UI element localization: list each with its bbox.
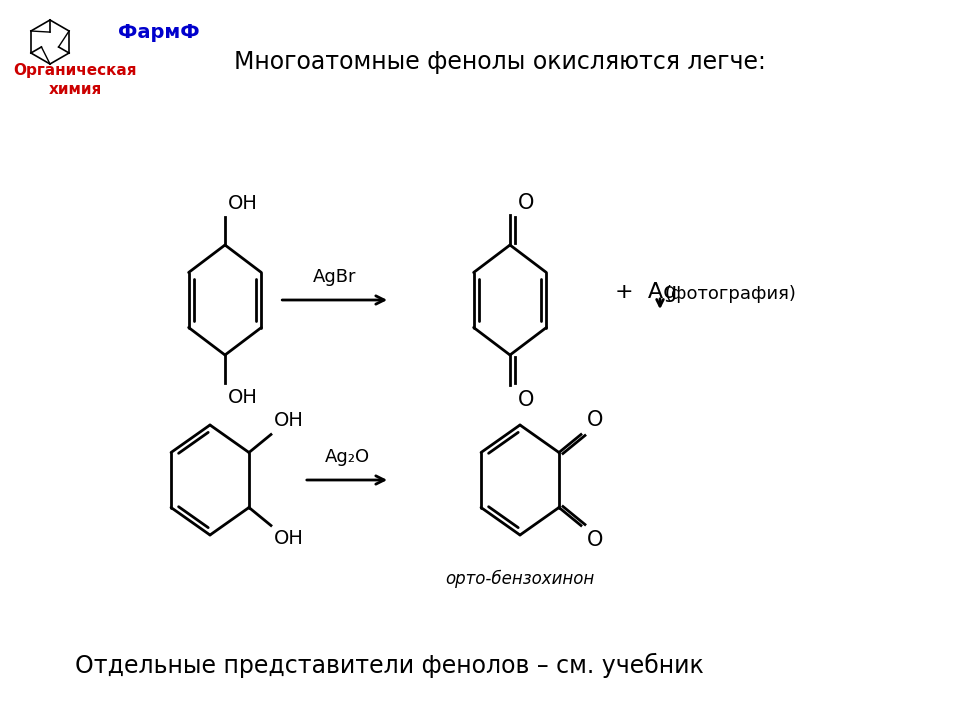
Text: OH: OH [228,194,258,213]
Text: OH: OH [228,388,258,407]
Text: O: O [587,529,603,549]
Text: орто-бензохинон: орто-бензохинон [445,570,594,588]
Text: Органическая: Органическая [13,63,136,78]
Text: OH: OH [274,412,304,431]
Text: O: O [587,410,603,431]
Text: Отдельные представители фенолов – см. учебник: Отдельные представители фенолов – см. уч… [75,652,704,678]
Text: химия: химия [48,83,102,97]
Text: Многоатомные фенолы окисляются легче:: Многоатомные фенолы окисляются легче: [234,50,766,74]
Text: (фотография): (фотография) [665,285,797,303]
Text: +  Ag: + Ag [615,282,677,302]
Text: O: O [518,390,535,410]
Text: OH: OH [274,529,304,549]
Text: O: O [518,193,535,213]
Text: Ag₂O: Ag₂O [324,448,370,466]
Text: AgBr: AgBr [313,268,356,286]
Text: ФармФ: ФармФ [118,22,200,42]
